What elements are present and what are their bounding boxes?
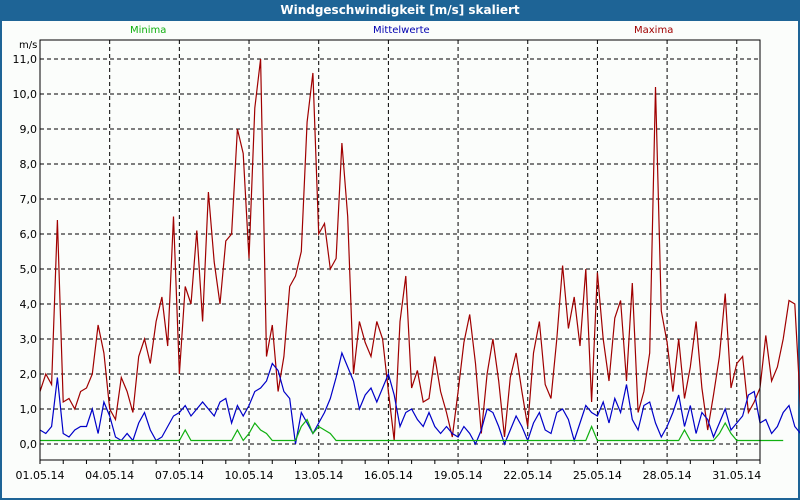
x-tick-label: 07.05.14 (155, 469, 204, 482)
x-tick-label: 10.05.14 (225, 469, 274, 482)
x-tick-label: 28.05.14 (643, 469, 692, 482)
y-tick-label: 2,0 (20, 368, 38, 381)
x-tick-label: 22.05.14 (503, 469, 552, 482)
x-tick-label: 04.05.14 (85, 469, 134, 482)
x-tick-label: 19.05.14 (434, 469, 483, 482)
series-maxima-line (39, 58, 800, 441)
x-tick-label: 13.05.14 (294, 469, 343, 482)
y-tick-label: 9,0 (20, 123, 38, 136)
legend-maxima: Maxima (634, 25, 674, 36)
y-tick-label: 6,0 (20, 228, 38, 241)
y-tick-label: 10,0 (13, 88, 38, 101)
x-tick-label: 16.05.14 (364, 469, 413, 482)
y-tick-label: 4,0 (20, 298, 38, 311)
x-axis-ticks: 01.05.14 04.05.14 07.05.14 10.05.14 13.05.14… (16, 460, 761, 482)
legend-minima: Minima (130, 25, 167, 36)
y-tick-label: 7,0 (20, 193, 38, 206)
plot-border (39, 39, 761, 461)
y-axis-ticks: 0,0 1,0 2,0 3,0 4,0 5,0 6,0 7,0 8,0 9,0 10,0 11,0 (13, 53, 38, 451)
y-tick-label: 0,0 (20, 438, 38, 451)
y-axis-unit: m/s (19, 40, 38, 51)
y-tick-label: 1,0 (20, 403, 38, 416)
chart-title: Windgeschwindigkeit [m/s] skaliert (0, 0, 800, 21)
x-tick-label: 25.05.14 (573, 469, 622, 482)
series-minima-line (40, 418, 784, 442)
series-mittelwerte-line (39, 351, 800, 446)
legend-mittelwerte: Mittelwerte (373, 25, 430, 36)
y-tick-label: 11,0 (13, 53, 38, 66)
grid-lines (40, 40, 760, 460)
y-tick-label: 5,0 (20, 263, 38, 276)
y-tick-label: 3,0 (20, 333, 38, 346)
y-tick-label: 8,0 (20, 158, 38, 171)
x-tick-label: 01.05.14 (16, 469, 65, 482)
x-tick-label: 31.05.14 (712, 469, 761, 482)
